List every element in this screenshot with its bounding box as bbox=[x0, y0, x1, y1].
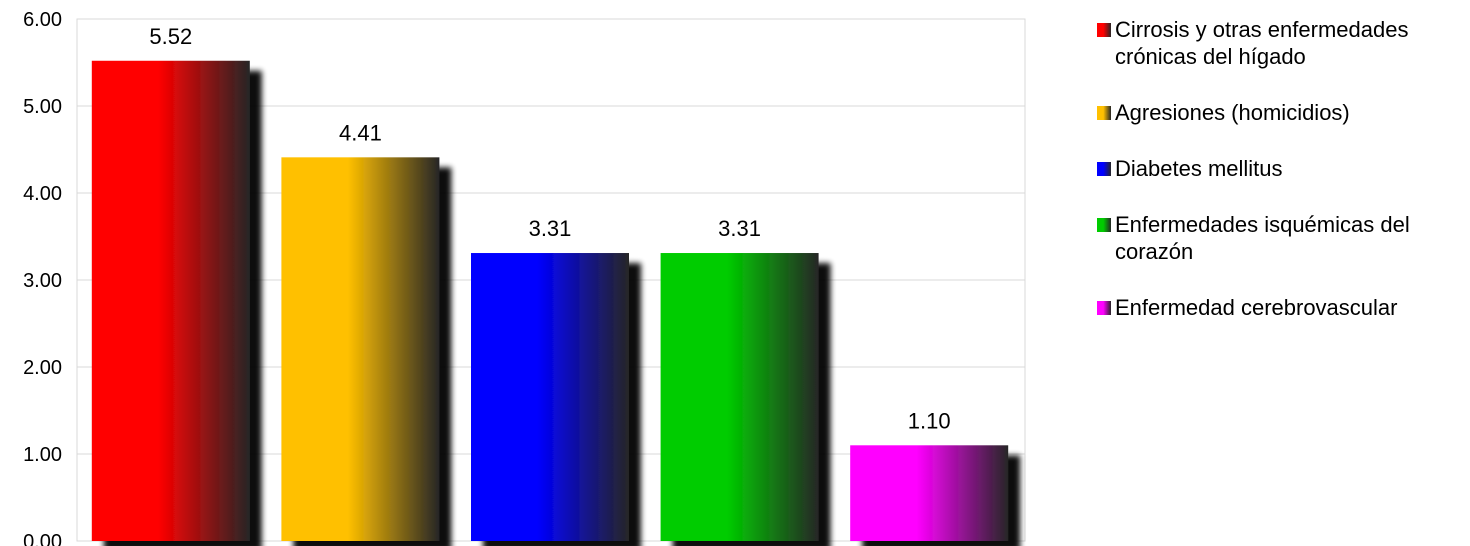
legend-item: Enfermedad cerebrovascular bbox=[1093, 294, 1470, 321]
bar bbox=[91, 60, 250, 541]
y-tick-label: 4.00 bbox=[23, 183, 62, 205]
legend-swatch bbox=[1097, 106, 1111, 120]
data-labels: 5.52 4.41 3.31 3.31 1.10 bbox=[149, 24, 950, 434]
legend-item: Agresiones (homicidios) bbox=[1093, 99, 1470, 126]
y-tick-label: 1.00 bbox=[23, 444, 62, 466]
y-tick-label: 3.00 bbox=[23, 270, 62, 292]
legend-swatch bbox=[1097, 301, 1111, 315]
legend-swatch bbox=[1097, 218, 1111, 232]
bar bbox=[660, 253, 819, 541]
legend-swatch bbox=[1097, 23, 1111, 37]
bar bbox=[850, 445, 1009, 541]
y-tick-label: 0.00 bbox=[23, 531, 62, 546]
data-label: 3.31 bbox=[529, 216, 572, 241]
bar bbox=[471, 253, 629, 541]
y-tick-label: 6.00 bbox=[23, 9, 62, 31]
legend-label: Enfermedades isquémicas del corazón bbox=[1115, 212, 1410, 264]
legend-label: Cirrosis y otras enfermedades crónicas d… bbox=[1115, 17, 1409, 69]
legend-swatch bbox=[1097, 162, 1111, 176]
legend-item: Cirrosis y otras enfermedades crónicas d… bbox=[1093, 16, 1470, 70]
legend-item: Diabetes mellitus bbox=[1093, 155, 1470, 182]
legend-label: Diabetes mellitus bbox=[1115, 156, 1283, 181]
data-label: 3.31 bbox=[718, 216, 761, 241]
data-label: 4.41 bbox=[339, 120, 382, 145]
data-label: 1.10 bbox=[908, 408, 951, 433]
legend: Cirrosis y otras enfermedades crónicas d… bbox=[1093, 16, 1470, 350]
data-label: 5.52 bbox=[149, 24, 192, 49]
legend-label: Enfermedad cerebrovascular bbox=[1115, 295, 1398, 320]
y-tick-label: 5.00 bbox=[23, 96, 62, 118]
y-tick-label: 2.00 bbox=[23, 357, 62, 379]
legend-item: Enfermedades isquémicas del corazón bbox=[1093, 211, 1470, 265]
bar bbox=[281, 157, 440, 541]
y-axis: 0.00 1.00 2.00 3.00 4.00 5.00 6.00 bbox=[23, 9, 62, 546]
legend-label: Agresiones (homicidios) bbox=[1115, 100, 1350, 125]
bars bbox=[91, 60, 1009, 541]
